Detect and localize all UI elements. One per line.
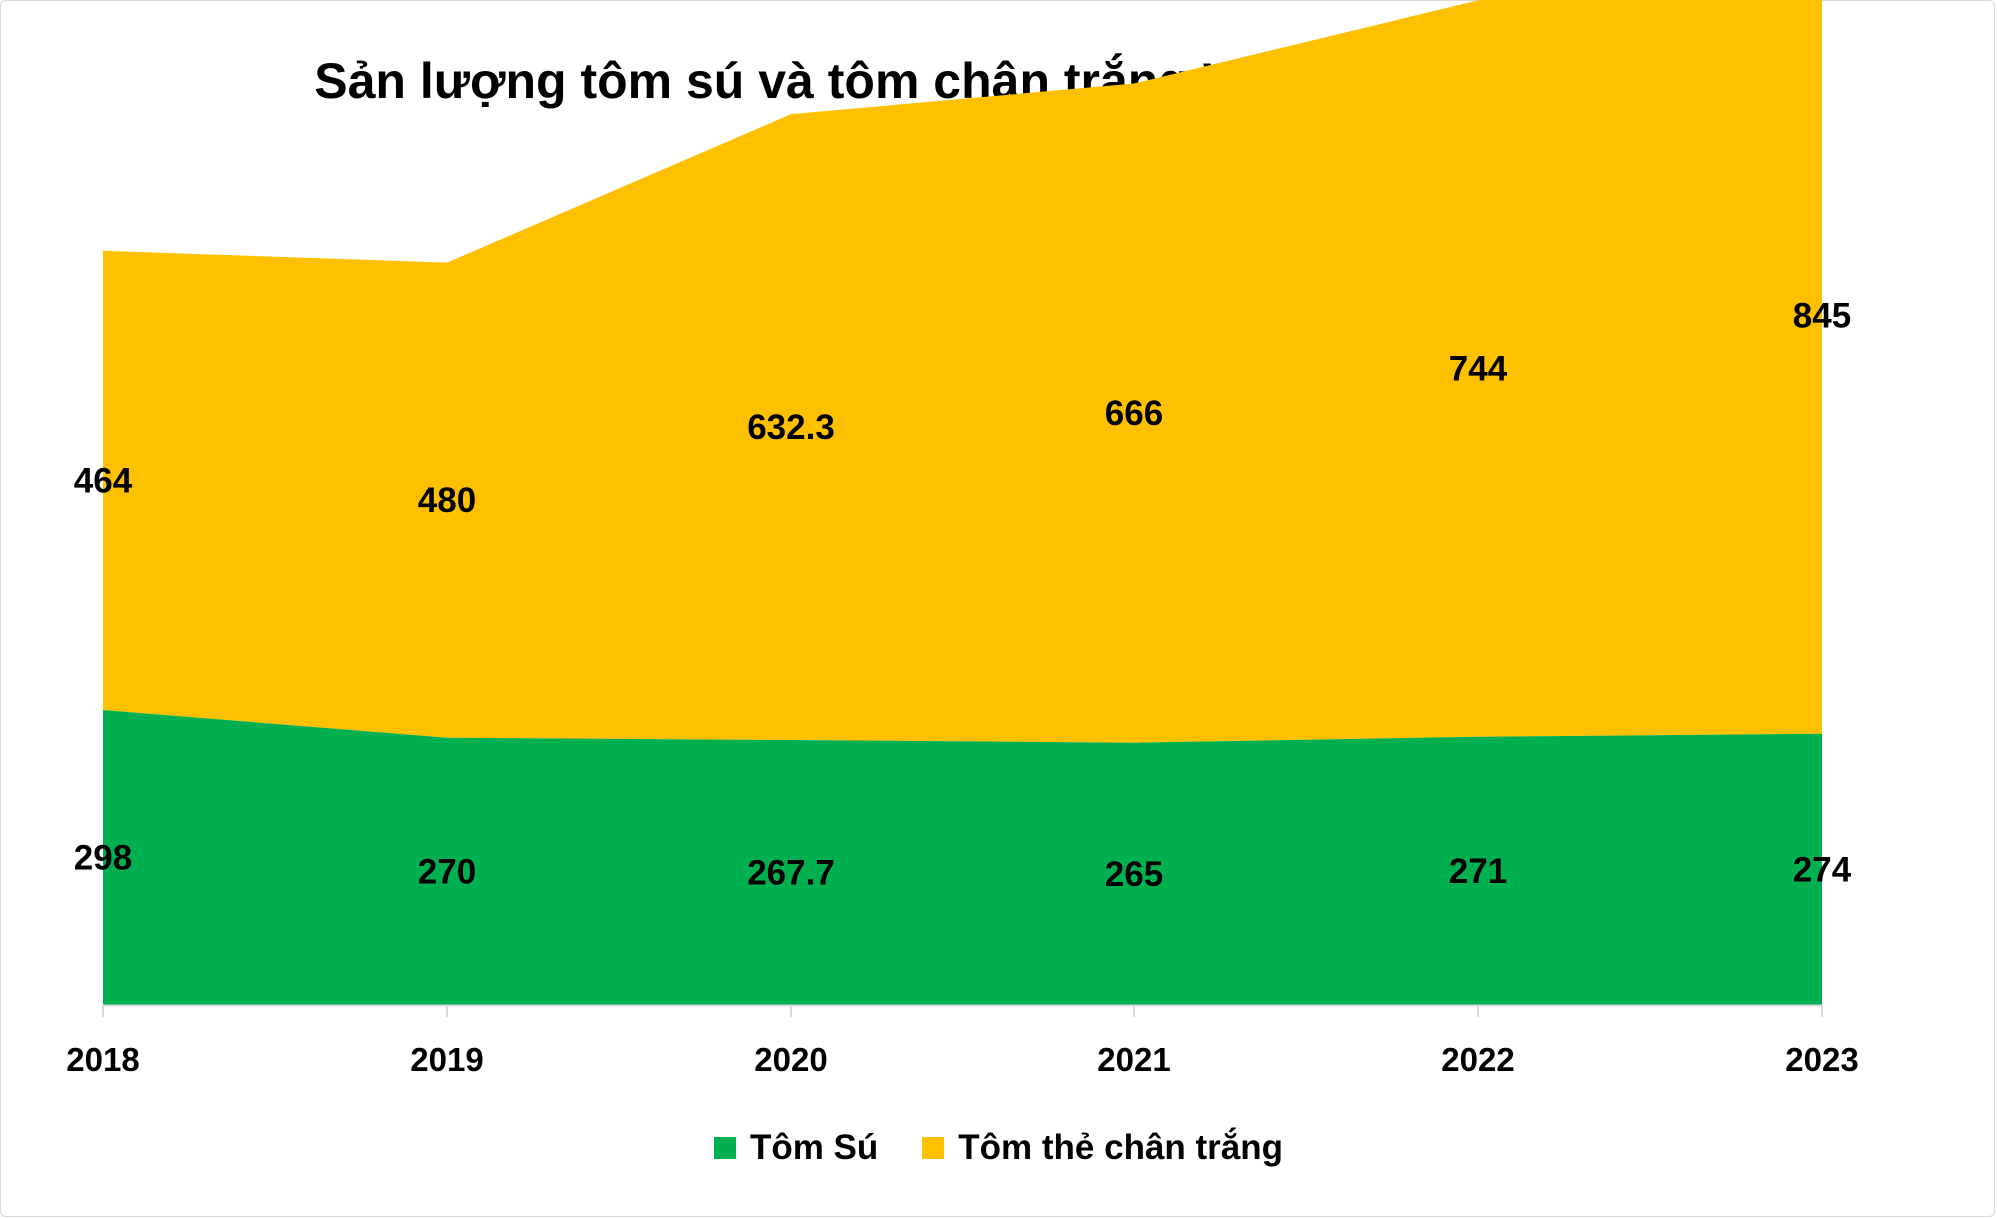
x-tick-label: 2022: [1441, 1041, 1514, 1078]
data-label-tom-su: 274: [1793, 850, 1852, 889]
data-label-tom-chan-trang: 464: [74, 461, 133, 500]
area-series-tom-su: [103, 710, 1822, 1005]
x-tick-label: 2019: [410, 1041, 483, 1078]
legend-label-tom-su: Tôm Sú: [749, 1128, 879, 1167]
legend-swatch-tom-chan-trang: [922, 1137, 945, 1159]
legend: Tôm Sú Tôm thẻ chân trắng: [0, 1128, 1997, 1168]
data-label-tom-su: 265: [1105, 855, 1163, 894]
data-label-tom-chan-trang: 480: [418, 481, 476, 520]
x-tick-label: 2023: [1785, 1041, 1858, 1078]
data-label-tom-chan-trang: 845: [1793, 297, 1851, 336]
data-label-tom-chan-trang: 632.3: [747, 408, 835, 447]
data-label-tom-chan-trang: 744: [1449, 350, 1508, 389]
x-tick-label: 2021: [1097, 1041, 1170, 1078]
data-label-tom-su: 298: [74, 839, 132, 878]
data-label-tom-su: 267.7: [747, 854, 835, 893]
x-tick-label: 2020: [754, 1041, 827, 1078]
legend-item-tom-chan-trang: Tôm thẻ chân trắng: [922, 1128, 1283, 1168]
area-layer: [103, 0, 1822, 1005]
data-label-tom-chan-trang: 666: [1105, 394, 1163, 433]
legend-swatch-tom-su: [713, 1137, 736, 1159]
data-labels: 298 464 270 480 267.7 632.3 265 666 271 744 274 845: [74, 297, 1852, 894]
x-axis: 2018 2019 2020 2021 2022 2023: [66, 1004, 1859, 1078]
legend-label-tom-chan-trang: Tôm thẻ chân trắng: [958, 1128, 1284, 1167]
area-series-tom-chan-trang: [103, 0, 1822, 743]
data-label-tom-su: 271: [1449, 852, 1507, 891]
data-label-tom-su: 270: [418, 852, 476, 891]
legend-item-tom-su: Tôm Sú: [713, 1128, 879, 1168]
x-tick-label: 2018: [66, 1041, 139, 1078]
